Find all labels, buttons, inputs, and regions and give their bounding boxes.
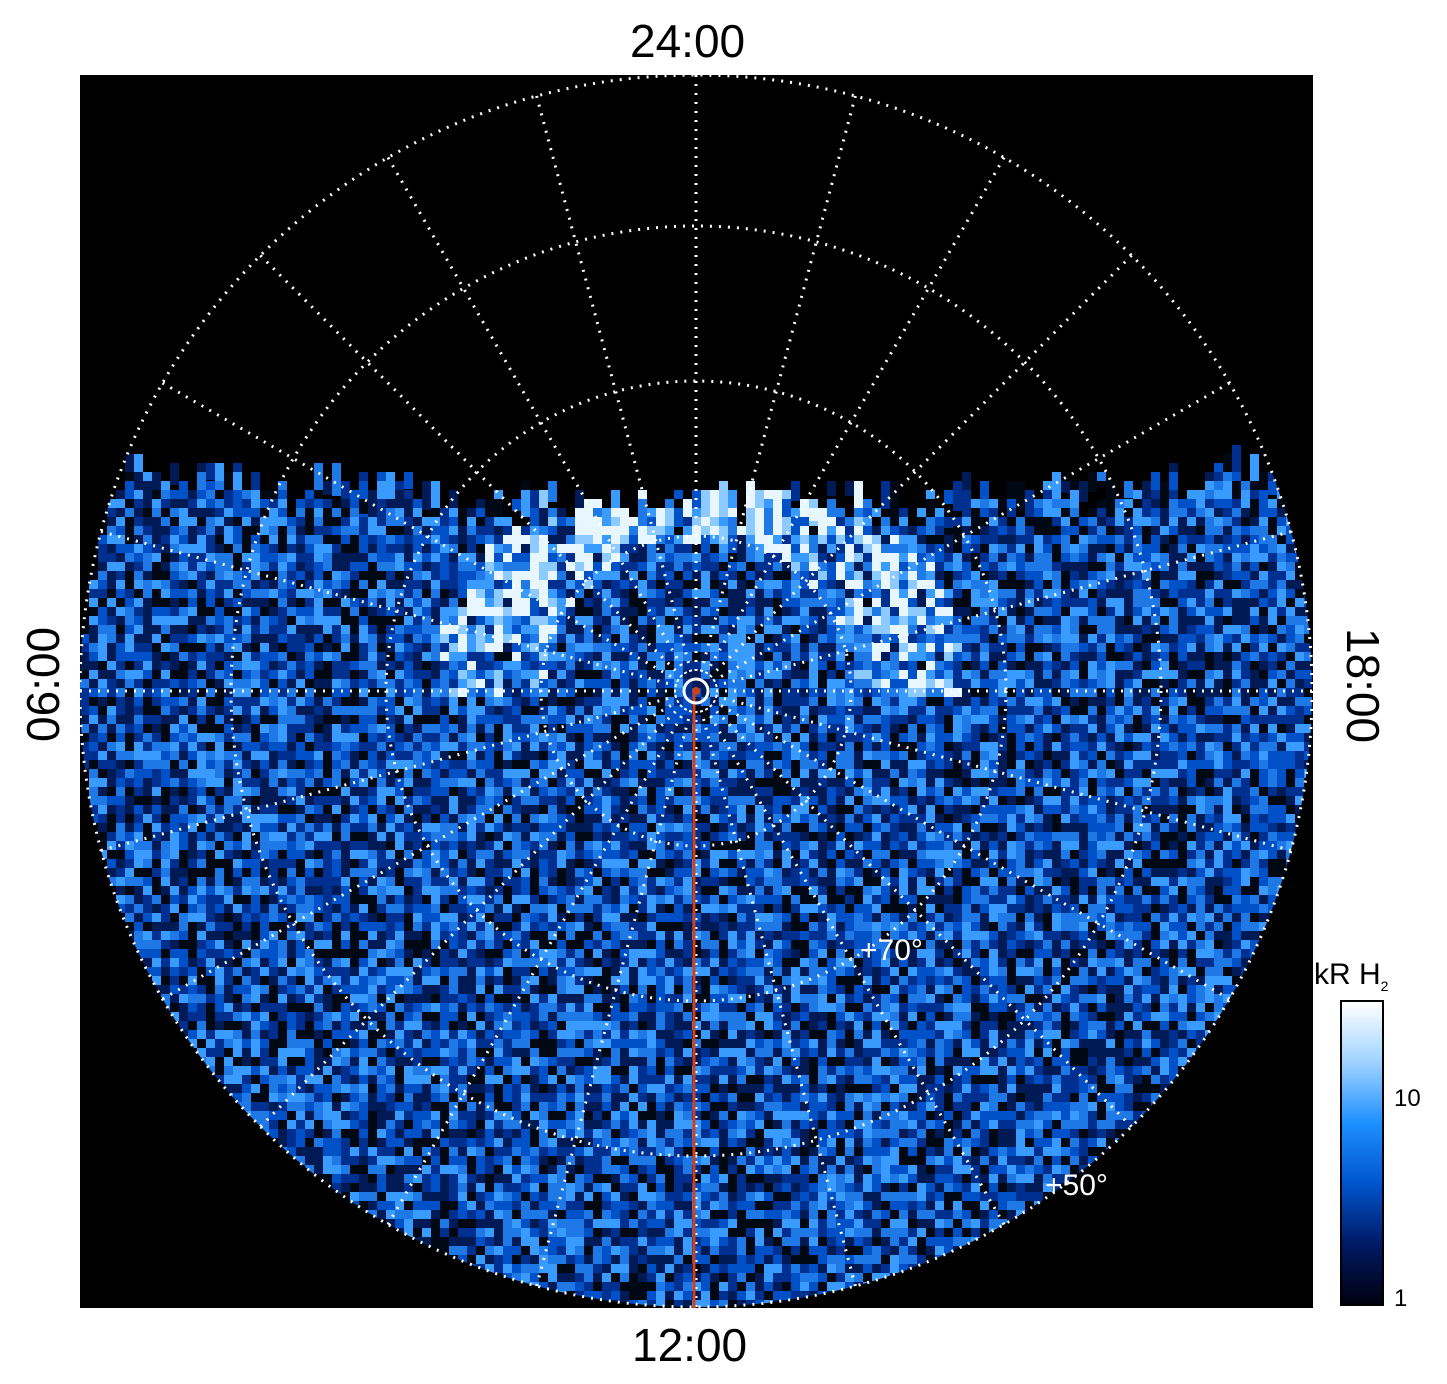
meridian-line <box>535 709 693 1287</box>
local-time-label-right: 18:00 <box>1337 628 1389 744</box>
aurora-emission-map <box>80 445 1312 1307</box>
pole-dot-icon <box>692 687 700 695</box>
polar-projection-plot: +70° +50° <box>80 75 1313 1308</box>
meridian-line <box>386 156 688 675</box>
colorbar-unit-subscript: 2 <box>1380 978 1389 994</box>
meridian-line <box>714 694 1292 852</box>
colorbar-unit: kR H <box>1314 958 1381 991</box>
meridian-line <box>386 707 688 1226</box>
meridian-line <box>714 530 1292 688</box>
local-time-label-top: 24:00 <box>630 15 746 67</box>
colorbar-tick-10: 10 <box>1394 1085 1421 1112</box>
meridian-line <box>699 95 857 673</box>
meridian-line <box>709 254 1133 678</box>
local-time-label-left: 06:00 <box>17 626 69 742</box>
meridian-line <box>100 694 678 852</box>
meridian-line <box>100 530 678 688</box>
latitude-label-70: +70° <box>860 934 923 967</box>
meridian-line <box>161 699 680 1001</box>
lat-lon-grid <box>80 75 1313 1308</box>
latitude-label-50: +50° <box>1045 1169 1108 1202</box>
colorbar-tick-1: 1 <box>1394 1285 1408 1312</box>
meridian-line <box>161 381 680 683</box>
local-time-label-bottom: 12:00 <box>632 1319 748 1371</box>
meridian-line <box>704 707 1006 1226</box>
pole-marker-icon <box>682 677 710 705</box>
meridian-line <box>259 704 683 1128</box>
meridian-line <box>259 254 683 678</box>
meridian-line <box>704 156 1006 675</box>
colorbar-title: kR H2 <box>1314 958 1388 994</box>
colorbar <box>1340 1000 1384 1306</box>
polar-projection-svg: +70° +50° <box>80 75 1313 1308</box>
meridian-line <box>709 704 1133 1128</box>
meridian-line <box>712 699 1231 1001</box>
latitude-circle <box>229 224 1163 1158</box>
meridian-line <box>712 381 1231 683</box>
meridian-line <box>699 709 857 1287</box>
meridian-line <box>535 95 693 673</box>
